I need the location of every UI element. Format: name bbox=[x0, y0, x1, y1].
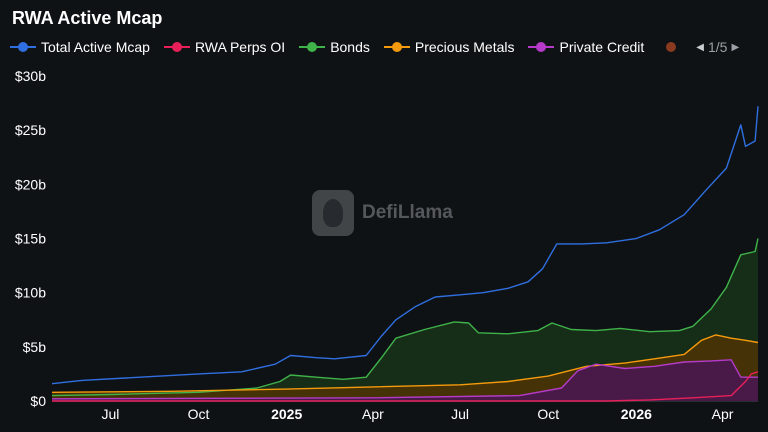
legend-marker-icon bbox=[10, 41, 36, 53]
line-bonds bbox=[51, 238, 759, 397]
pager-prev-icon[interactable]: ◀ bbox=[696, 41, 704, 53]
y-tick-label: $25b bbox=[15, 122, 46, 138]
y-tick-label: $30b bbox=[15, 68, 46, 84]
x-tick-label: Apr bbox=[712, 406, 734, 422]
legend-label: Precious Metals bbox=[414, 39, 515, 55]
legend-item-bonds[interactable]: Bonds bbox=[299, 39, 370, 55]
legend-marker-icon bbox=[528, 41, 555, 53]
x-tick-label: Oct bbox=[537, 406, 559, 422]
y-tick-label: $10b bbox=[15, 285, 46, 301]
x-tick-label: Jul bbox=[451, 406, 469, 422]
legend-pager: ◀ 1/5 ▶ bbox=[692, 39, 743, 55]
chart-title: RWA Active Mcap bbox=[12, 8, 163, 28]
x-tick-label: Apr bbox=[362, 406, 384, 422]
legend-item-total-active-mcap[interactable]: Total Active Mcap bbox=[10, 39, 150, 55]
defillama-logo-icon bbox=[312, 190, 354, 236]
pager-indicator: 1/5 bbox=[708, 39, 728, 55]
y-tick-label: $20b bbox=[15, 176, 46, 192]
legend-label: Bonds bbox=[330, 39, 370, 55]
pager-next-icon[interactable]: ▶ bbox=[731, 41, 740, 53]
legend-item-precious-metals[interactable]: Precious Metals bbox=[383, 39, 515, 55]
y-tick-label: $5b bbox=[23, 339, 47, 355]
x-tick-label: 2025 bbox=[271, 406, 302, 422]
line-private-credit bbox=[51, 359, 758, 400]
legend-label: Total Active Mcap bbox=[41, 39, 150, 55]
legend-item-partial[interactable] bbox=[658, 41, 684, 53]
watermark: DefiLlama bbox=[312, 190, 453, 236]
x-tick-label: Jul bbox=[101, 406, 119, 422]
line-precious-metals bbox=[51, 334, 759, 393]
legend-item-private-credit[interactable]: Private Credit bbox=[528, 39, 644, 55]
watermark-text: DefiLlama bbox=[362, 202, 453, 223]
x-tick-label: Oct bbox=[188, 406, 210, 422]
legend-marker-icon bbox=[163, 41, 190, 53]
legend-marker-icon bbox=[299, 41, 326, 53]
line-rwa-perps-oi bbox=[52, 371, 759, 402]
line-total-active-mcap bbox=[51, 106, 759, 385]
y-tick-label: $0 bbox=[30, 393, 46, 409]
legend: Total Active Mcap RWA Perps OI Bonds Pre… bbox=[10, 37, 760, 57]
legend-label: RWA Perps OI bbox=[194, 39, 286, 55]
area-bonds bbox=[52, 238, 758, 401]
y-tick-label: $15b bbox=[15, 231, 46, 247]
legend-marker-icon bbox=[383, 41, 410, 53]
legend-label: Private Credit bbox=[559, 39, 645, 55]
legend-item-rwa-perps-oi[interactable]: RWA Perps OI bbox=[163, 39, 286, 55]
x-tick-label: 2026 bbox=[621, 406, 652, 422]
